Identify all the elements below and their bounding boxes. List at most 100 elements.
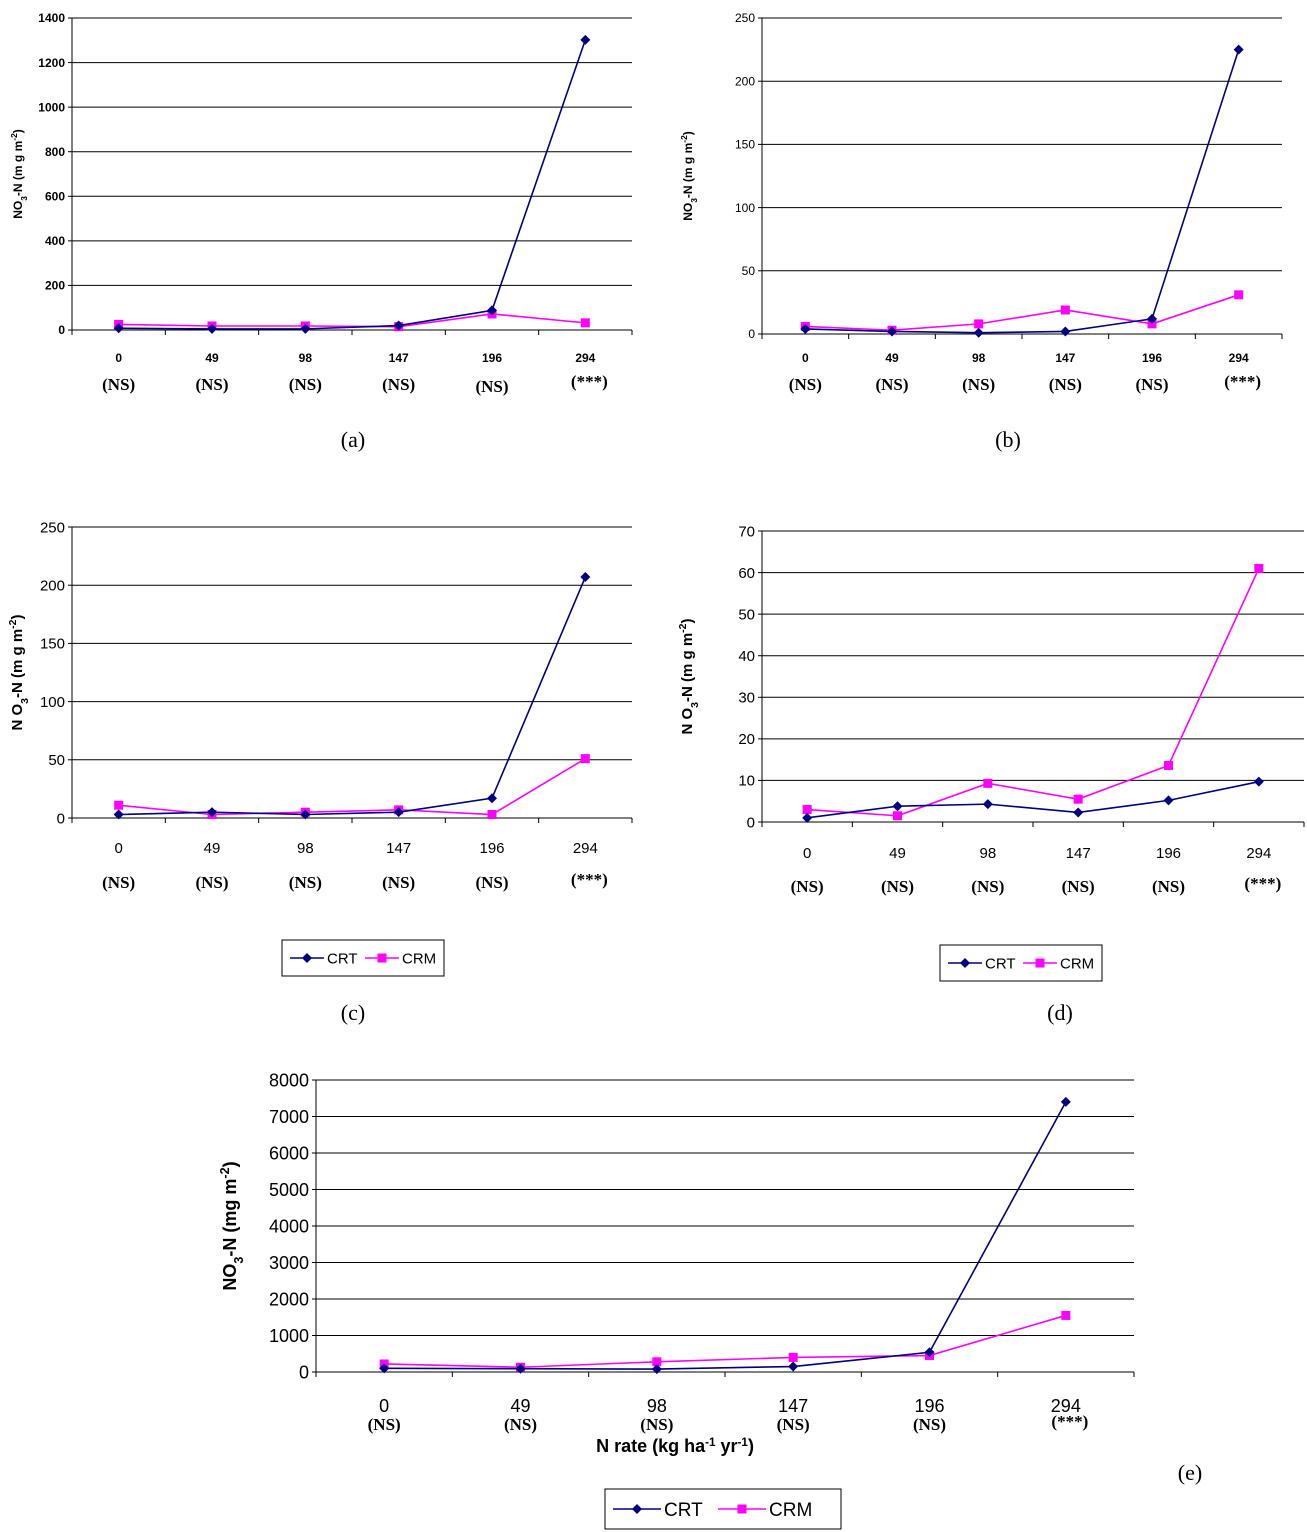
crm-point bbox=[1061, 1310, 1071, 1320]
y-tick-label: 400 bbox=[45, 234, 65, 248]
crt-point bbox=[515, 1363, 526, 1374]
x-tick-label: 147 bbox=[778, 1396, 808, 1416]
significance-label: (NS) bbox=[777, 1415, 810, 1434]
significance-label: (***) bbox=[571, 870, 608, 889]
y-tick-label: 100 bbox=[735, 201, 755, 215]
y-tick-label: 1000 bbox=[38, 100, 65, 114]
crt-point bbox=[379, 1363, 390, 1374]
x-tick-label: 98 bbox=[979, 845, 996, 862]
crt-point bbox=[300, 323, 311, 334]
significance-label: (NS) bbox=[791, 877, 824, 896]
chart-panel-b: 0 50 100 150 200 250 0 (NS) 49 (NS) 98 (NS) 147 (NS) 1… bbox=[679, 11, 1283, 452]
y-tick-label: 1400 bbox=[38, 11, 65, 25]
crt-point bbox=[1060, 1096, 1071, 1107]
y-tick-label: 200 bbox=[45, 279, 65, 293]
y-tick-label: 7000 bbox=[269, 1107, 309, 1127]
crt-point bbox=[960, 958, 970, 968]
crt-point bbox=[113, 809, 124, 820]
significance-label: (NS) bbox=[1049, 375, 1082, 394]
crt-point bbox=[924, 1347, 935, 1358]
x-tick-label: 294 bbox=[1051, 1396, 1081, 1416]
y-tick-label: 50 bbox=[48, 752, 65, 769]
y-axis-label: NO3-N (mg m-2) bbox=[218, 1161, 246, 1290]
crt-point bbox=[302, 953, 312, 963]
x-tick-label: 147 bbox=[1066, 845, 1091, 862]
crm-point bbox=[1234, 290, 1244, 300]
y-axis-label: NO3-N (m g m-2) bbox=[9, 129, 29, 218]
crt-point bbox=[487, 305, 497, 316]
x-tick-label: 294 bbox=[1246, 845, 1271, 862]
significance-label: (***) bbox=[1244, 874, 1281, 893]
series-line-crt bbox=[384, 1101, 1067, 1370]
x-tick-label: 294 bbox=[575, 351, 595, 365]
crm-point bbox=[652, 1357, 662, 1367]
y-tick-label: 250 bbox=[40, 519, 65, 536]
crm-point bbox=[974, 319, 984, 329]
series-line-crm bbox=[805, 294, 1239, 332]
x-tick-label: 49 bbox=[510, 1396, 530, 1416]
panel-label: (b) bbox=[995, 427, 1021, 452]
significance-label: (NS) bbox=[289, 375, 322, 394]
crt-point bbox=[300, 809, 311, 820]
crt-point bbox=[973, 327, 984, 338]
significance-label: (NS) bbox=[102, 375, 135, 394]
significance-label: (NS) bbox=[1062, 877, 1095, 896]
significance-label: (NS) bbox=[504, 1415, 537, 1434]
chart-panel-c: 0 50 100 150 200 250 0 (NS) 49 (NS) 98 (NS) 147 (NS) 1… bbox=[7, 519, 633, 1025]
y-tick-label: 30 bbox=[738, 690, 755, 707]
crt-point bbox=[1233, 44, 1244, 55]
series-line-crm bbox=[118, 313, 586, 328]
legend: CRT CRM bbox=[281, 939, 445, 977]
crt-point bbox=[651, 1364, 662, 1375]
y-tick-label: 0 bbox=[58, 323, 65, 337]
y-tick-label: 0 bbox=[748, 327, 755, 341]
significance-label: (NS) bbox=[875, 375, 908, 394]
y-tick-label: 800 bbox=[45, 145, 65, 159]
crm-point bbox=[580, 754, 590, 764]
y-axis-label: N O3-N (m g m-2) bbox=[677, 618, 701, 734]
significance-label: (***) bbox=[571, 372, 608, 391]
y-axis-label: N O3-N (m g m-2) bbox=[7, 614, 31, 730]
y-tick-label: 0 bbox=[299, 1362, 309, 1382]
y-tick-label: 600 bbox=[45, 189, 65, 203]
crm-point bbox=[788, 1352, 798, 1362]
y-tick-label: 3000 bbox=[269, 1253, 309, 1273]
y-tick-label: 150 bbox=[735, 138, 755, 152]
legend-label-crm: CRM bbox=[402, 950, 436, 967]
crt-point bbox=[113, 323, 124, 334]
significance-label: (NS) bbox=[368, 1415, 401, 1434]
y-tick-label: 4000 bbox=[269, 1216, 309, 1236]
chart-panel-d: 0 10 20 30 40 50 60 70 0 (NS) 49 (NS) 98 (NS) 147 (NS) 1… bbox=[677, 523, 1305, 1025]
significance-label: (NS) bbox=[289, 873, 322, 892]
y-tick-label: 2000 bbox=[269, 1289, 309, 1309]
x-tick-label: 98 bbox=[299, 351, 313, 365]
crt-point bbox=[1060, 326, 1071, 337]
chart-panel-e: 0100020003000400050006000700080000(NS)49… bbox=[218, 1070, 1202, 1530]
x-tick-label: 49 bbox=[889, 845, 906, 862]
legend-label-crm: CRM bbox=[769, 1500, 812, 1521]
crt-point bbox=[207, 807, 217, 818]
significance-label: (NS) bbox=[640, 1415, 673, 1434]
crm-point bbox=[114, 800, 124, 810]
y-tick-label: 200 bbox=[735, 74, 755, 88]
significance-label: (NS) bbox=[382, 873, 415, 892]
crm-point bbox=[487, 810, 497, 820]
crt-point bbox=[982, 799, 993, 810]
crt-point bbox=[580, 34, 591, 45]
panel-label: (e) bbox=[1178, 1460, 1202, 1485]
x-tick-label: 49 bbox=[204, 840, 221, 857]
y-tick-label: 6000 bbox=[269, 1143, 309, 1163]
crm-point bbox=[737, 1504, 747, 1514]
crt-point bbox=[788, 1361, 799, 1372]
y-tick-label: 0 bbox=[57, 810, 65, 827]
panel-label: (d) bbox=[1047, 1000, 1073, 1025]
x-tick-label: 98 bbox=[647, 1396, 667, 1416]
x-tick-label: 0 bbox=[379, 1396, 389, 1416]
significance-label: (***) bbox=[1051, 1412, 1088, 1431]
x-tick-label: 147 bbox=[389, 351, 409, 365]
crt-point bbox=[393, 807, 404, 818]
crt-point bbox=[1073, 807, 1084, 818]
series-line-crm bbox=[807, 568, 1260, 817]
significance-label: (NS) bbox=[881, 877, 914, 896]
